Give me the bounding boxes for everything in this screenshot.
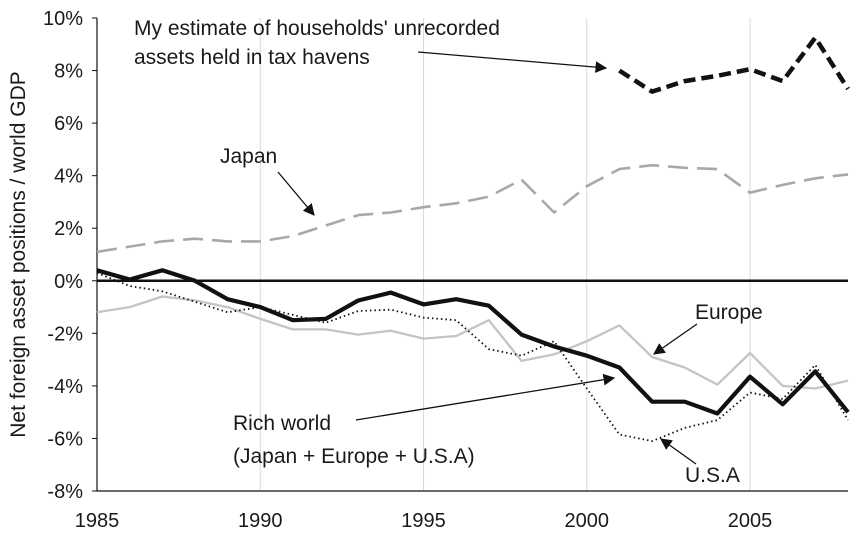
annotation-europe: Europe xyxy=(695,301,763,324)
y-tick-label: 6% xyxy=(54,113,83,135)
y-tick-label: 8% xyxy=(54,61,83,83)
y-tick-label: -4% xyxy=(47,376,83,398)
arrow-europe xyxy=(653,323,698,355)
tick-labels: 10% 8% 6% 4% 2% 0% -2% -4% -6% -8% 1985 1990 1995 200… xyxy=(43,8,772,532)
y-tick-label: -6% xyxy=(47,428,83,450)
annotation-havens: My estimate of households' unrecorded ass… xyxy=(134,17,500,69)
y-tick-label: -8% xyxy=(47,481,83,503)
arrow-rich-world xyxy=(355,373,616,421)
x-tick-label: 2000 xyxy=(565,510,610,532)
x-tick-label: 2005 xyxy=(728,510,773,532)
y-tick-label: 0% xyxy=(54,271,83,293)
annotation-usa: U.S.A xyxy=(685,464,740,487)
x-tick-label: 1985 xyxy=(75,510,120,532)
vertical-gridlines xyxy=(259,18,751,491)
arrow-usa xyxy=(660,438,697,465)
y-tick-label: 4% xyxy=(54,166,83,188)
x-tick-label: 1995 xyxy=(401,510,446,532)
y-tick-label: -2% xyxy=(47,323,83,345)
x-tick-label: 1990 xyxy=(238,510,283,532)
axes xyxy=(96,18,848,492)
series-line-tax-havens xyxy=(618,35,850,94)
y-axis-label: Net foreign asset positions / world GDP xyxy=(7,71,30,438)
annotation-rich: Rich world (Japan + Europe + U.S.A) xyxy=(233,412,475,468)
annotations: My estimate of households' unrecorded ass… xyxy=(134,17,763,487)
y-tick-label: 10% xyxy=(43,8,83,30)
annotation-japan: Japan xyxy=(220,145,277,168)
y-tick-label: 2% xyxy=(54,218,83,240)
arrow-japan xyxy=(277,171,315,216)
arrow-havens xyxy=(417,51,608,73)
series-line-rich-world xyxy=(96,268,850,416)
series-layer xyxy=(96,35,850,443)
series-line-europe xyxy=(96,295,849,390)
series-line-japan xyxy=(96,163,849,254)
series-line-usa xyxy=(96,272,849,443)
